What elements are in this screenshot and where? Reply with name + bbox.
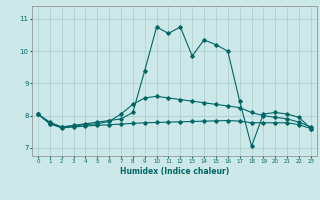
X-axis label: Humidex (Indice chaleur): Humidex (Indice chaleur) <box>120 167 229 176</box>
